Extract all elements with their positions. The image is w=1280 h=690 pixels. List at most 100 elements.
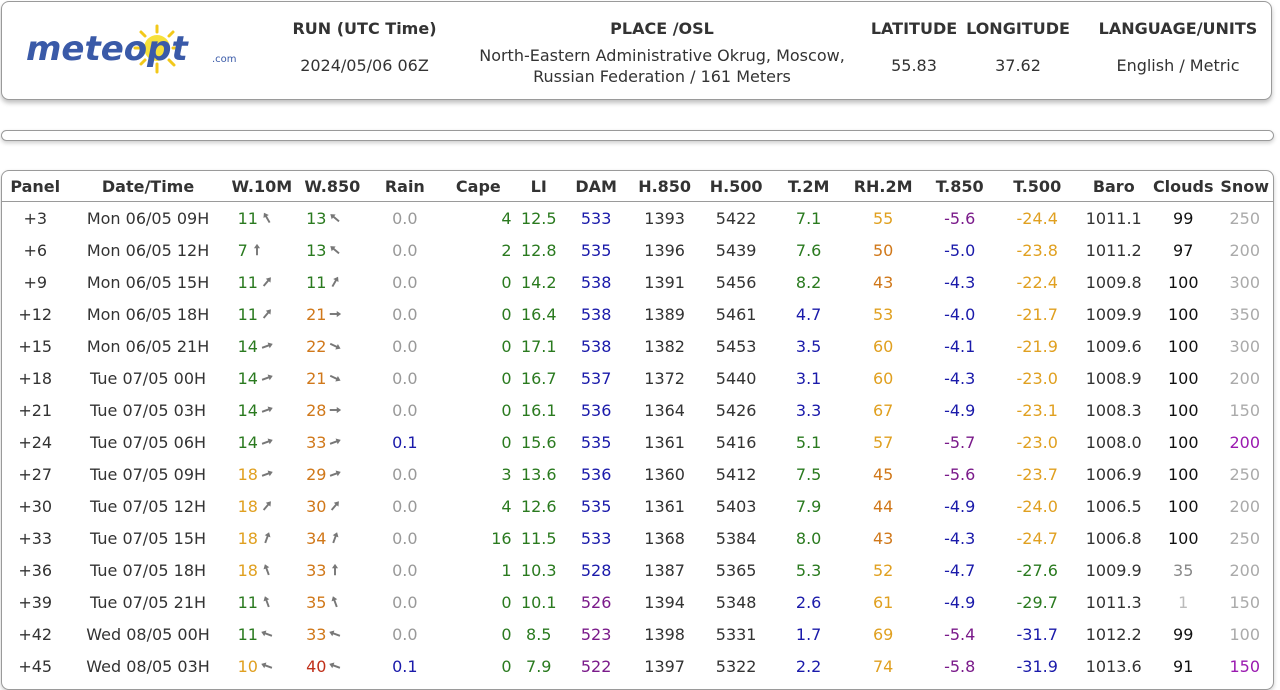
wind-direction-arrow-icon (330, 374, 341, 382)
cape-cell: 0 (501, 432, 512, 452)
dam-cell: 536 (580, 400, 612, 420)
rain-cell: 0.0 (392, 336, 418, 356)
dam-cell: 537 (580, 368, 612, 388)
li-cell: 16.7 (520, 368, 557, 388)
datetime-cell: Mon 06/05 09H (86, 208, 210, 228)
wind-10m-cell: 14 (228, 330, 296, 362)
rh2m-cell: 60 (872, 368, 894, 388)
li-cell: 12.8 (520, 240, 557, 260)
t500-cell: -23.0 (1016, 432, 1058, 452)
h850-cell: 1397 (644, 656, 685, 676)
clouds-cell: 100 (1167, 368, 1199, 388)
li-cell: 8.5 (526, 624, 552, 644)
dam-cell: 523 (580, 624, 612, 644)
wind-10m-cell: 18 (228, 490, 296, 522)
cape-cell: 16 (491, 528, 512, 548)
clouds-cell: 91 (1173, 656, 1194, 676)
wind-850-cell-value: 33 (306, 624, 327, 644)
li-cell: 10.3 (520, 560, 557, 580)
h850-cell: 1391 (644, 272, 685, 292)
baro-cell: 1006.8 (1085, 528, 1142, 548)
t2m-cell: 7.9 (795, 496, 822, 516)
table-header-row: Panel Date/Time W.10M W.850 Rain Cape LI DAM H.8… (2, 171, 1273, 202)
rain-cell: 0.1 (392, 432, 418, 452)
panel-cell: +33 (18, 528, 53, 548)
wind-10m-cell-value: 14 (237, 400, 258, 420)
t2m-cell: 3.5 (795, 336, 822, 356)
datetime-cell: Mon 06/05 15H (86, 272, 210, 292)
baro-cell: 1011.2 (1085, 240, 1142, 260)
snow-cell: 100 (1229, 624, 1260, 644)
wind-850-cell: 33 (296, 618, 369, 650)
language-value[interactable]: English / Metric (1116, 56, 1240, 75)
place-line-1: North-Eastern Administrative Okrug, Mosc… (479, 46, 845, 65)
rain-cell: 0.0 (392, 528, 418, 548)
snow-cell: 300 (1229, 336, 1260, 356)
rh2m-cell: 61 (872, 592, 894, 612)
h500-cell: 5439 (715, 240, 757, 260)
t2m-cell: 3.1 (795, 368, 822, 388)
wind-10m-cell: 11 (228, 586, 296, 618)
table-row: +33 Tue 07/05 15H 18 34 0.0 16 11.5 533 1368 5384… (2, 522, 1273, 554)
latitude-value: 55.83 (891, 56, 937, 75)
h500-cell: 5456 (715, 272, 757, 292)
panel-cell: +12 (18, 304, 53, 324)
column-header-date-time: Date/Time (68, 171, 228, 202)
column-header-t-2m: T.2M (773, 171, 844, 202)
snow-cell: 200 (1229, 560, 1260, 580)
h500-cell: 5416 (715, 432, 757, 452)
t2m-cell: 2.2 (795, 656, 822, 676)
rain-cell: 0.0 (392, 304, 418, 324)
rain-cell: 0.0 (392, 496, 418, 516)
snow-cell: 250 (1229, 464, 1260, 484)
t850-cell: -5.7 (944, 432, 976, 452)
wind-direction-arrow-icon (261, 630, 273, 637)
t850-cell: -4.1 (944, 336, 976, 356)
wind-10m-cell-value: 11 (237, 208, 258, 228)
baro-cell: 1006.9 (1085, 464, 1142, 484)
baro-cell: 1009.9 (1085, 304, 1142, 324)
column-header-w-10m: W.10M (227, 171, 297, 202)
h500-cell: 5422 (715, 208, 757, 228)
t850-cell: -5.6 (944, 464, 976, 484)
datetime-cell: Mon 06/05 21H (86, 336, 210, 356)
baro-cell: 1009.9 (1085, 560, 1142, 580)
h850-cell: 1393 (644, 208, 685, 228)
datetime-cell: Tue 07/05 18H (90, 560, 207, 580)
wind-direction-arrow-icon (261, 374, 273, 381)
h500-cell: 5322 (715, 656, 757, 676)
wind-850-cell: 21 (296, 298, 369, 330)
clouds-cell: 100 (1167, 464, 1199, 484)
baro-cell: 1008.9 (1085, 368, 1142, 388)
wind-direction-arrow-icon (261, 438, 273, 445)
table-row: +15 Mon 06/05 21H 14 22 0.0 0 17.1 538 1382 5453 3… (2, 330, 1273, 362)
snow-cell: 150 (1229, 400, 1260, 420)
datetime-cell: Tue 07/05 09H (90, 464, 207, 484)
li-cell: 16.1 (520, 400, 557, 420)
table-row: +18 Tue 07/05 00H 14 21 0.0 0 16.7 537 1372 5440 3… (2, 362, 1273, 394)
wind-850-cell: 11 (296, 266, 369, 298)
header-panel: meteopt .com RUN (UTC Time) 2024/05/06 0… (1, 1, 1272, 100)
run-value: 2024/05/06 06Z (300, 56, 429, 75)
h850-cell: 1382 (644, 336, 685, 356)
baro-cell: 1006.5 (1085, 496, 1142, 516)
baro-cell: 1011.1 (1085, 208, 1142, 228)
datetime-cell: Tue 07/05 06H (90, 432, 207, 452)
meteopt-logo[interactable]: meteopt .com (24, 24, 244, 80)
wind-10m-cell-value: 18 (237, 464, 258, 484)
wind-850-cell-value: 21 (306, 304, 327, 324)
t500-cell: -23.7 (1016, 464, 1058, 484)
panel-cell: +45 (18, 656, 53, 676)
svg-text:.com: .com (212, 54, 237, 65)
snow-cell: 200 (1229, 240, 1260, 260)
language-column: LANGUAGE/UNITS English / Metric (1092, 19, 1264, 75)
wind-850-cell-value: 33 (306, 432, 327, 452)
t2m-cell: 3.3 (795, 400, 822, 420)
cape-cell: 0 (501, 400, 512, 420)
wind-850-cell-value: 35 (306, 592, 327, 612)
wind-direction-arrow-icon (330, 213, 341, 222)
rain-cell: 0.0 (392, 464, 418, 484)
datetime-cell: Tue 07/05 21H (90, 592, 207, 612)
column-header-baro: Baro (1077, 171, 1150, 202)
language-label: LANGUAGE/UNITS (1098, 19, 1258, 38)
